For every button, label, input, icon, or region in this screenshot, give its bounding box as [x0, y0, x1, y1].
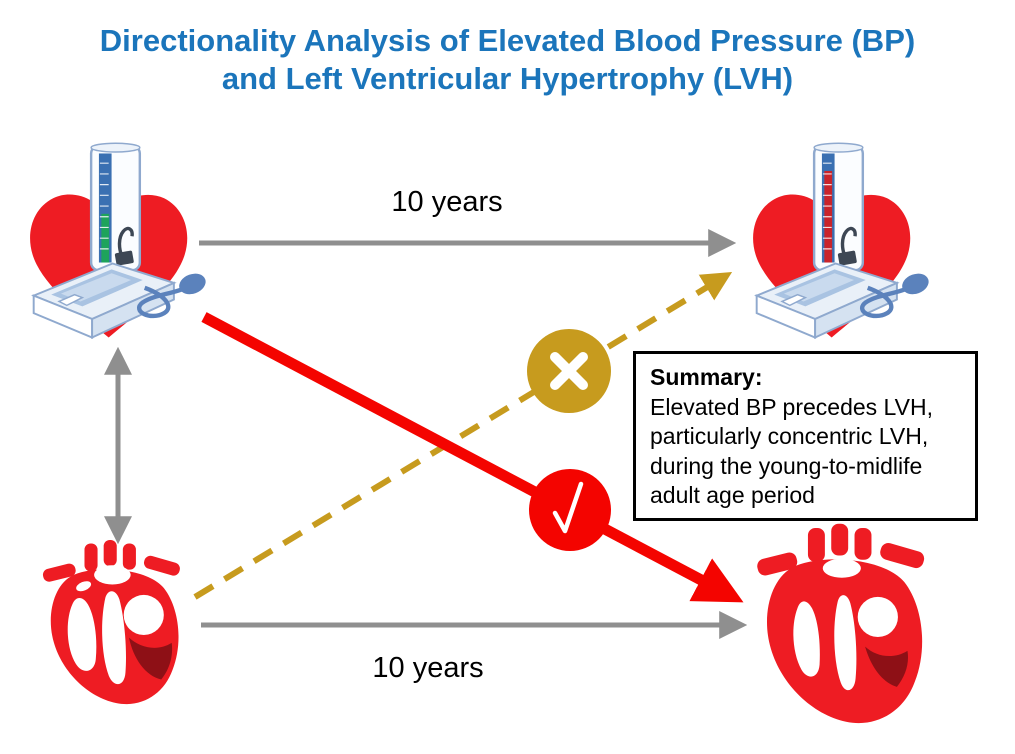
bp-monitor-elevated-heart-icon [753, 142, 929, 340]
base-button [57, 293, 85, 307]
gauge-block [837, 250, 857, 266]
figure-title: Directionality Analysis of Elevated Bloo… [0, 22, 1015, 98]
top-valve-opening [822, 558, 861, 578]
left-chamber [834, 595, 857, 691]
pump-bulb [179, 273, 206, 295]
summary-line: Elevated BP precedes LVH, [650, 393, 933, 420]
summary-line: during the young-to-midlife [650, 452, 923, 479]
bp-to-lvh-arrow [201, 312, 744, 603]
summary-heading: Summary: [650, 364, 763, 390]
ventricle-cavity-shadow [128, 637, 173, 680]
cylinder-cap [813, 142, 864, 153]
figure-title-line1: Directionality Analysis of Elevated Bloo… [99, 23, 916, 58]
small-valve-opening [76, 581, 92, 592]
stethoscope-hook [840, 226, 857, 258]
stethoscope-hook [117, 226, 134, 258]
cylinder-cap [90, 142, 141, 153]
manometer-cylinder [812, 144, 865, 272]
top-valve-opening [94, 565, 131, 585]
ventricle-cavity-shadow [865, 646, 909, 687]
cuff-inner [783, 273, 855, 302]
aortic-root [857, 596, 898, 638]
air-tube [137, 285, 187, 319]
cuff-inner [60, 273, 132, 302]
top-duration-label: 10 years [391, 186, 503, 218]
aortic-root [123, 594, 164, 636]
check-marker [529, 469, 611, 551]
figure-title-line2: and Left Ventricular Hypertrophy (LVH) [221, 61, 794, 96]
bp-monitor-normal-heart-icon [30, 142, 206, 340]
summary-box: Summary: Elevated BP precedes LVH, parti… [633, 351, 978, 521]
bottom-duration-label: 10 years [372, 652, 484, 684]
cross-icon [550, 352, 588, 390]
manometer-cylinder [89, 144, 142, 272]
gauge-block [114, 250, 134, 266]
left-chamber [102, 591, 126, 685]
base-button [780, 293, 808, 307]
normal-anatomical-heart-icon [42, 540, 180, 705]
pump-bulb [902, 273, 929, 295]
scale-ticks [822, 162, 832, 250]
right-chamber [67, 597, 97, 671]
summary-line: adult age period [650, 482, 815, 508]
right-chamber [793, 601, 820, 677]
lvh-anatomical-heart-icon [757, 523, 925, 724]
air-tube [860, 285, 910, 319]
scale-ticks [99, 162, 109, 250]
summary-line: particularly concentric LVH, [650, 423, 929, 449]
cross-marker [527, 329, 611, 413]
lvh-to-bp-arrow [193, 272, 733, 600]
check-icon [552, 481, 584, 534]
